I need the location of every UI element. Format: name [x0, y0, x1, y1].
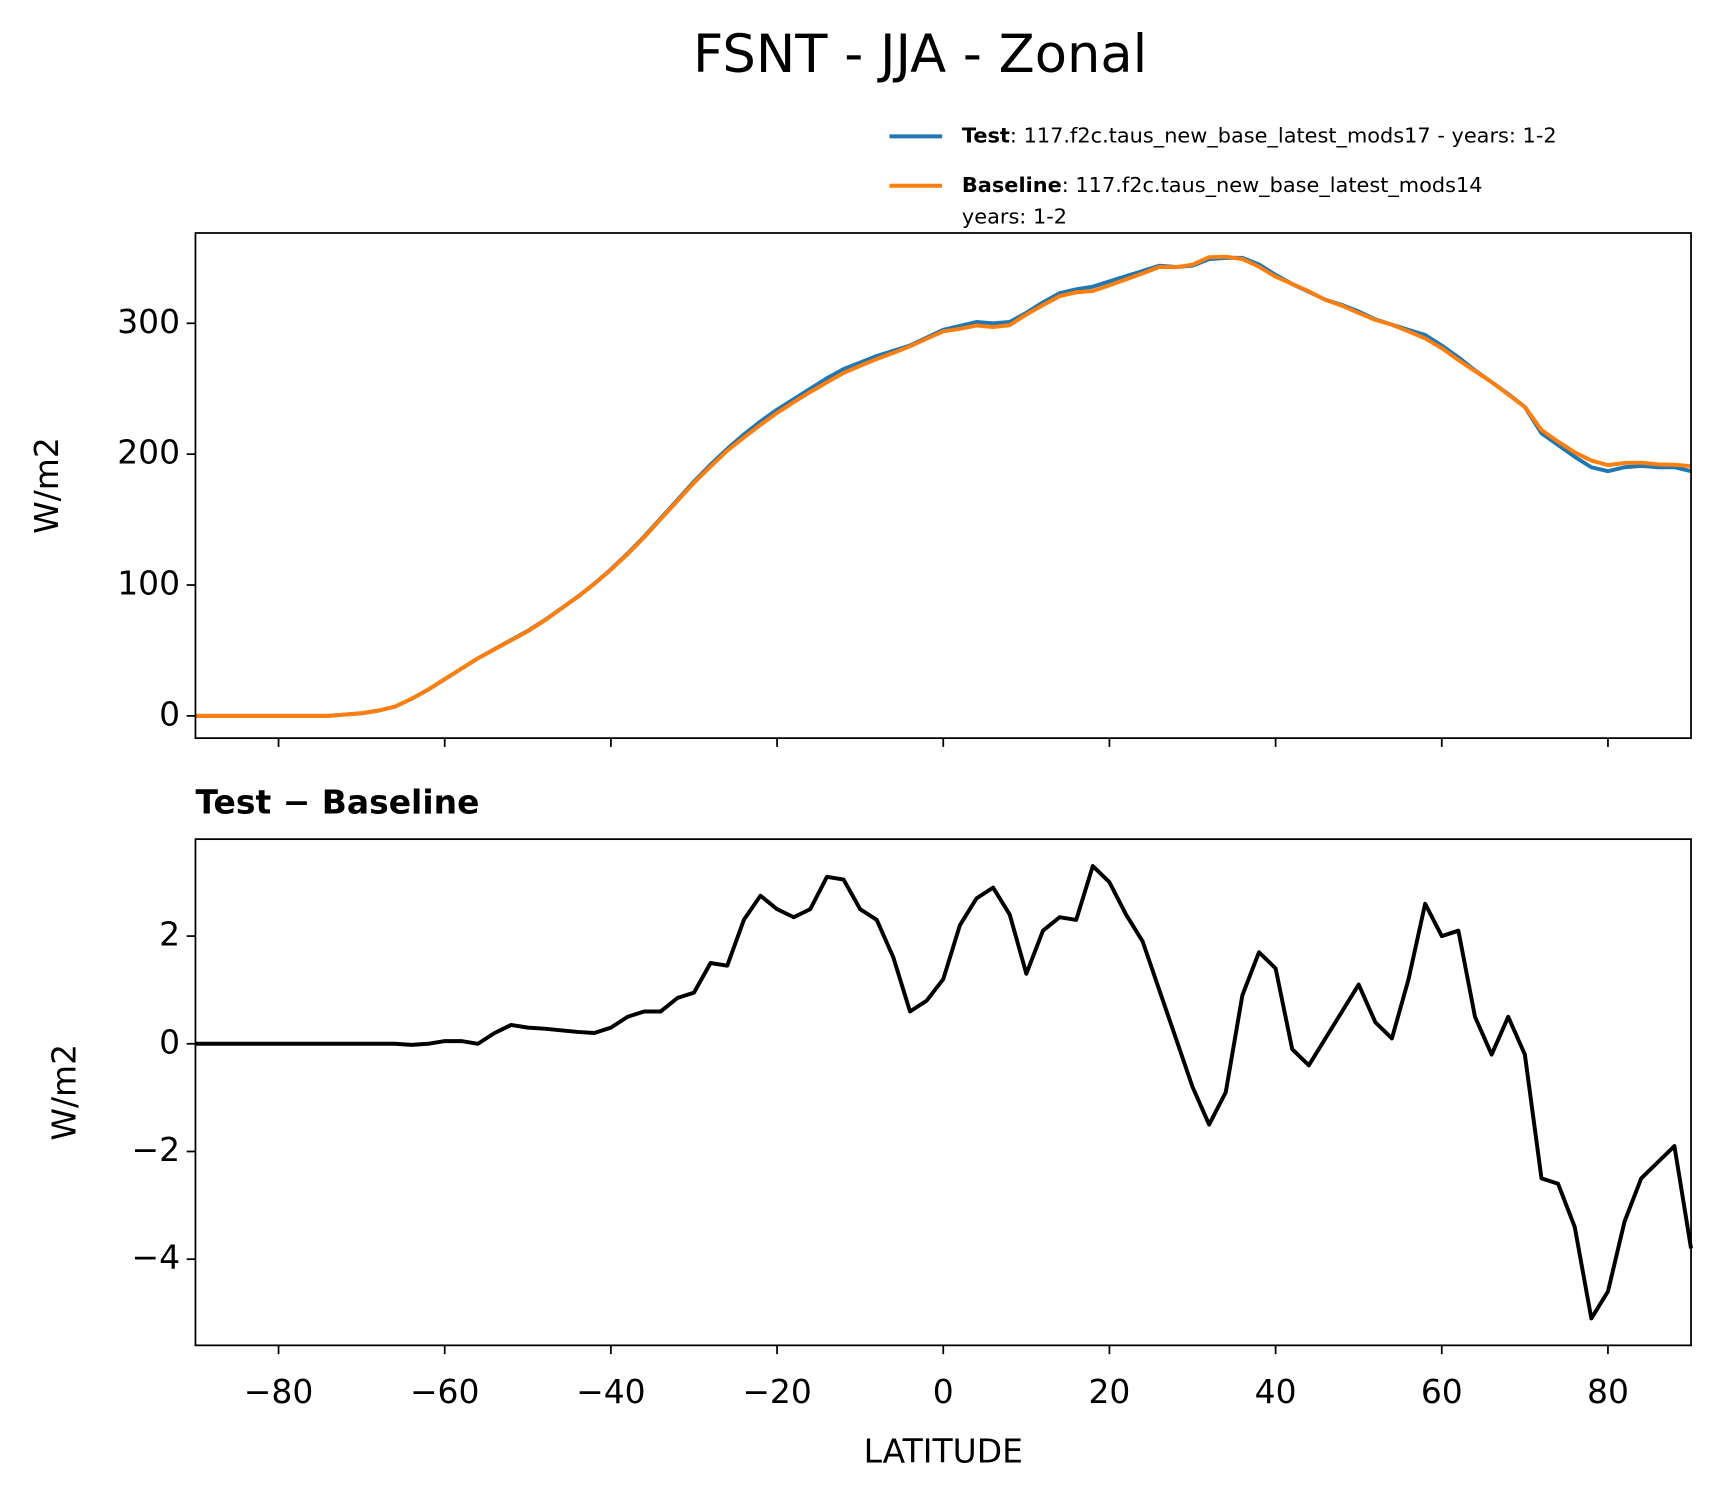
x-tick-label: −80 [244, 1372, 314, 1411]
legend-label: Test: 117.f2c.taus_new_base_latest_mods1… [962, 123, 1557, 148]
axes-frame [194, 838, 1692, 1347]
legend-description: : 117.f2c.taus_new_base_latest_mods14 [1062, 173, 1483, 198]
y-axis-label: W/m2 [44, 1044, 83, 1141]
x-axis-label: LATITUDE [864, 1431, 1023, 1470]
data-line [195, 864, 1693, 1321]
y-tick-label: 0 [159, 694, 180, 733]
y-tick-label: 0 [159, 1022, 180, 1061]
y-tick-label: 200 [117, 433, 180, 472]
figure-title: FSNT - JJA - Zonal [693, 24, 1147, 85]
legend-label: Baseline: 117.f2c.taus_new_base_latest_m… [962, 173, 1483, 198]
axes-title: Test − Baseline [195, 783, 479, 822]
x-tick-label: −20 [742, 1372, 812, 1411]
x-tick-label: 40 [1255, 1372, 1297, 1411]
y-tick-label: 2 [159, 915, 180, 954]
legend-description: : 117.f2c.taus_new_base_latest_mods17 - … [1010, 123, 1557, 148]
axes-frame [194, 232, 1692, 739]
y-axis-label: W/m2 [27, 437, 66, 534]
y-tick-label: −2 [132, 1130, 181, 1169]
x-tick-label: 80 [1587, 1372, 1629, 1411]
y-tick-label: −4 [132, 1238, 181, 1277]
y-tick-label: 300 [117, 302, 180, 341]
legend-description: years: 1-2 [962, 205, 1067, 229]
x-tick-label: 0 [933, 1372, 954, 1411]
x-tick-label: −60 [410, 1372, 480, 1411]
legend-label: years: 1-2 [962, 205, 1067, 229]
legend-name: Test [962, 123, 1010, 147]
x-tick-label: 20 [1088, 1372, 1130, 1411]
x-tick-label: 60 [1421, 1372, 1463, 1411]
legend-name: Baseline [962, 173, 1062, 197]
y-tick-label: 100 [117, 564, 180, 603]
x-tick-label: −40 [576, 1372, 646, 1411]
data-line [195, 254, 1692, 718]
